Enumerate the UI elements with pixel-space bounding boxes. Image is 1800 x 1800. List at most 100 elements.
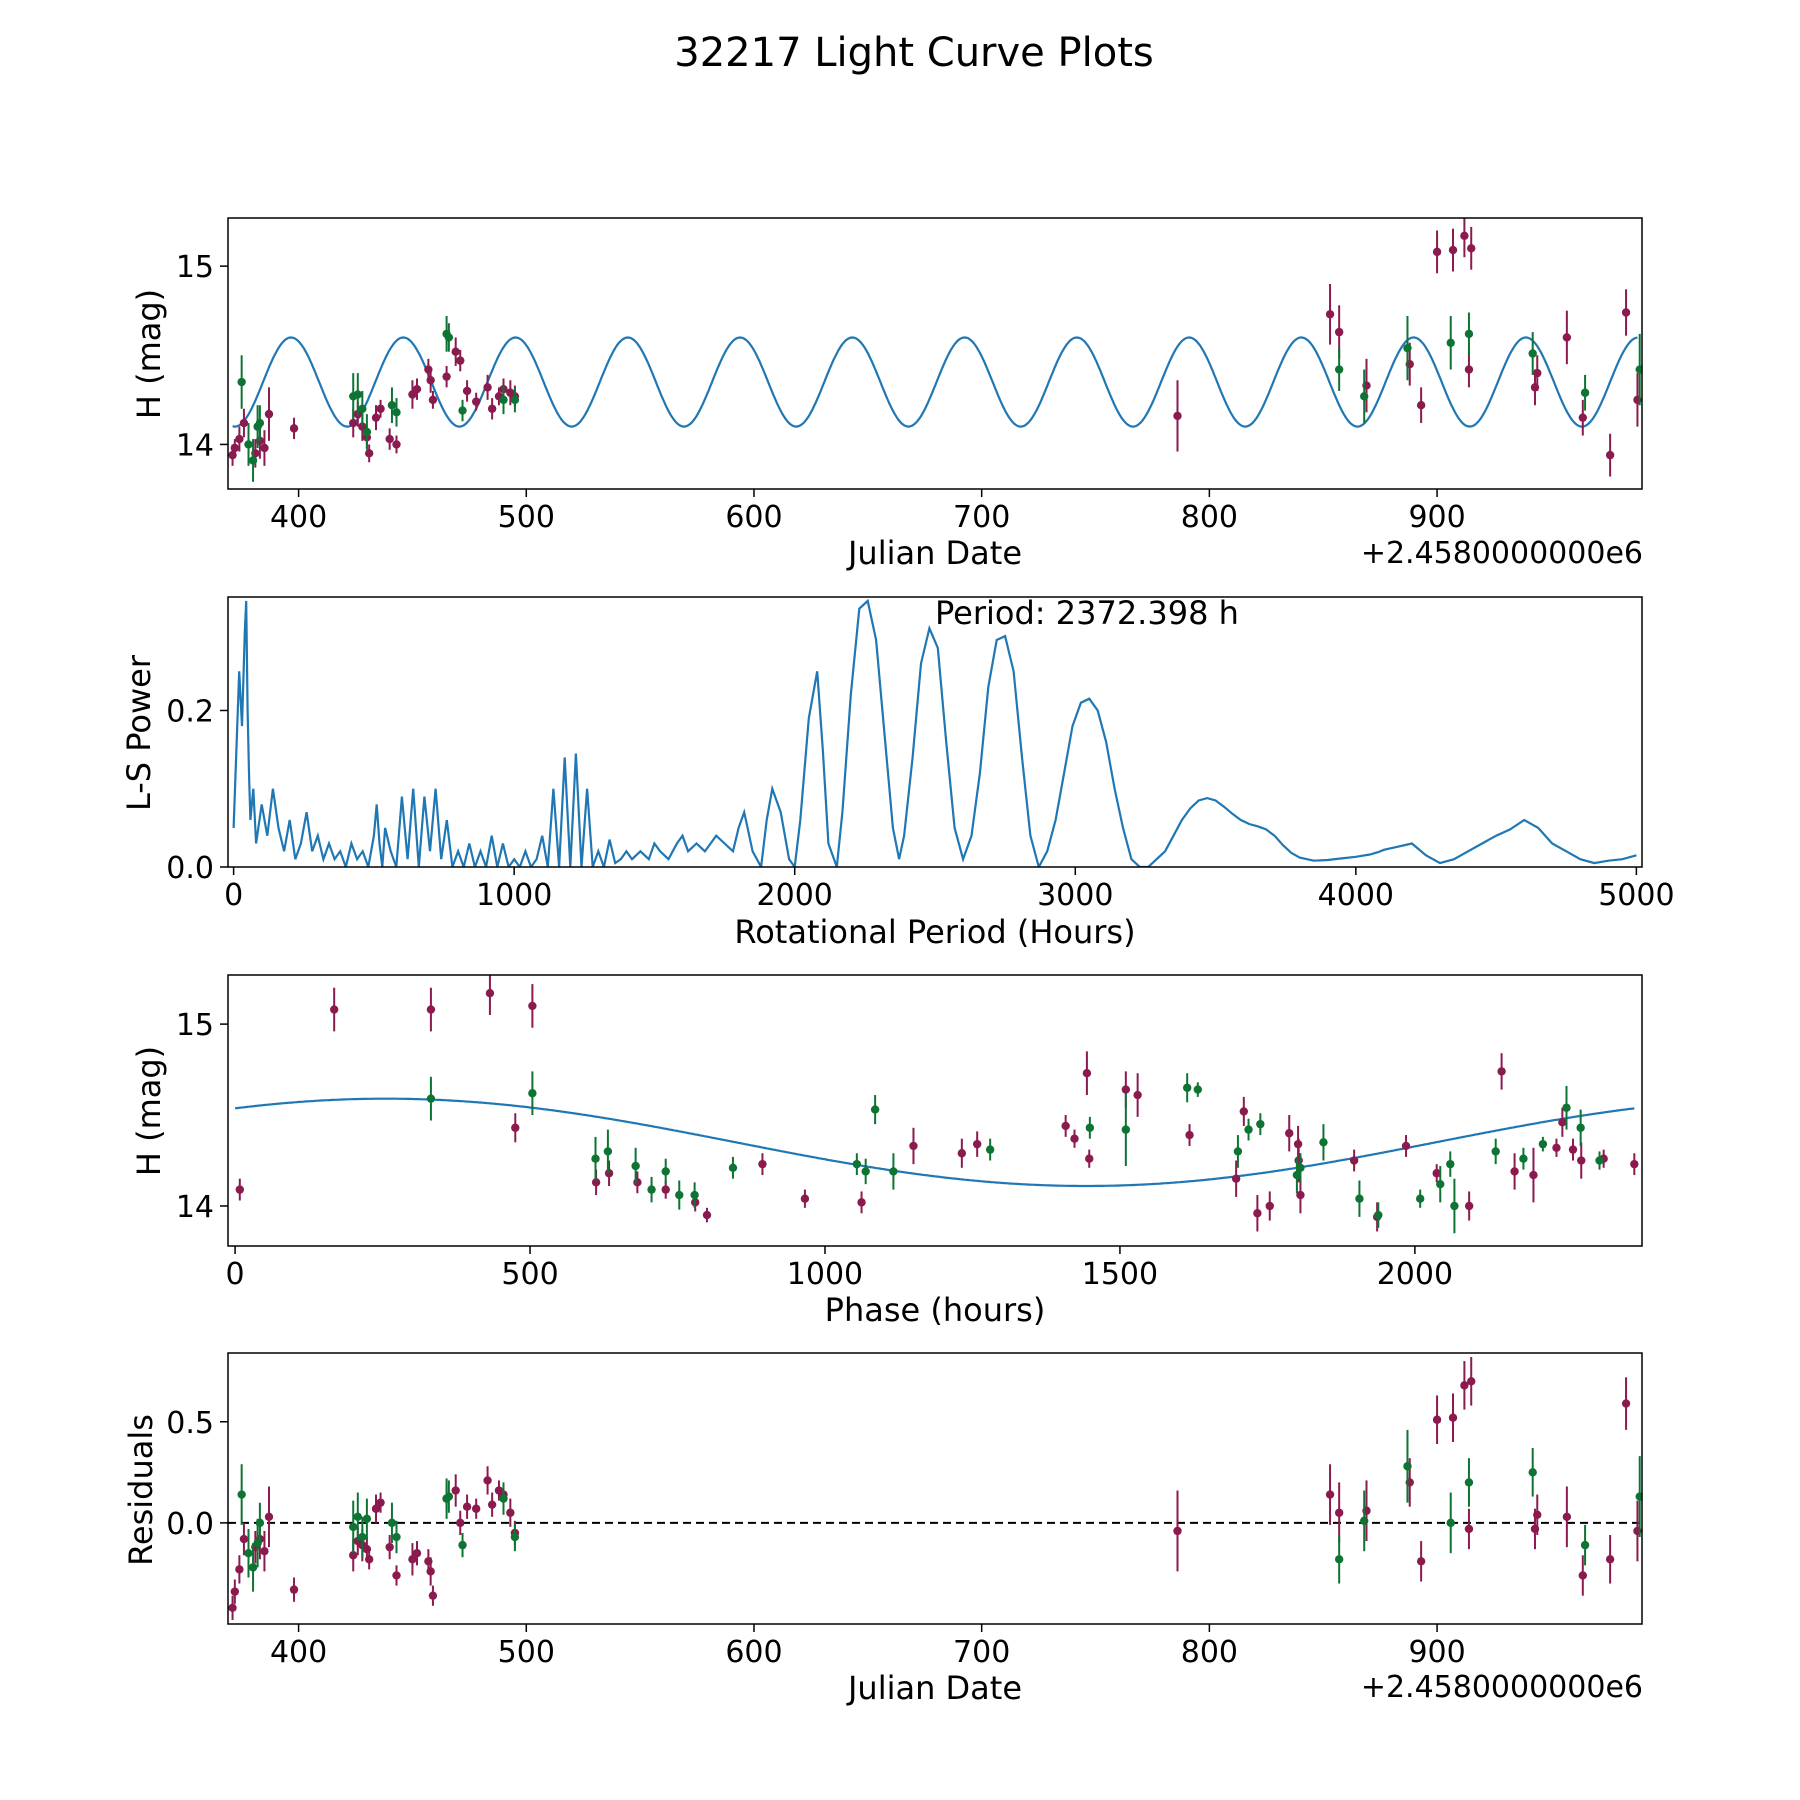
resid-data-point bbox=[506, 1508, 515, 1517]
phase-data-point bbox=[426, 1005, 436, 1014]
resid-data-point bbox=[1635, 1492, 1642, 1501]
lc-data-point bbox=[358, 404, 367, 413]
lc-data-point bbox=[456, 356, 465, 365]
phase-data-point bbox=[1296, 1190, 1305, 1200]
lc-data-point bbox=[442, 372, 451, 381]
phase-data-point bbox=[1349, 1156, 1359, 1165]
phase-data-point bbox=[1296, 1163, 1305, 1172]
resid-data-point bbox=[1533, 1510, 1542, 1519]
lc-x-tick-label: 900 bbox=[1408, 500, 1465, 535]
phase-y-tick-label: 14 bbox=[176, 1190, 214, 1225]
lc-data-point bbox=[471, 397, 481, 406]
resid-y-tick-label: 0.0 bbox=[166, 1507, 214, 1542]
phase-data-point bbox=[690, 1190, 699, 1200]
ls-x-tick-label: 3000 bbox=[1037, 878, 1113, 913]
lc-data-point bbox=[349, 418, 358, 428]
lc-data-point bbox=[385, 434, 394, 444]
lc-data-point bbox=[353, 390, 362, 399]
phase-data-point bbox=[1085, 1123, 1095, 1132]
light-curve-x-offset-label: +2.4580000000e6 bbox=[1361, 536, 1643, 571]
light-curve-x-axis-label: Julian Date bbox=[846, 534, 1022, 572]
lc-data-point bbox=[487, 404, 497, 413]
phase-data-point bbox=[426, 1094, 436, 1103]
ls-axes-frame bbox=[227, 596, 1643, 868]
ls-content bbox=[232, 598, 1637, 867]
lc-data-point bbox=[483, 383, 492, 392]
resid-data-point bbox=[1460, 1381, 1469, 1390]
phase-data-point bbox=[1552, 1143, 1561, 1152]
lc-x-tick-label: 600 bbox=[725, 500, 782, 535]
resid-data-point bbox=[244, 1549, 253, 1558]
phase-data-point bbox=[1121, 1085, 1131, 1094]
lc-content bbox=[228, 218, 1642, 482]
lc-data-point bbox=[1334, 327, 1344, 337]
lc-data-point bbox=[387, 401, 397, 410]
resid-data-point bbox=[458, 1540, 467, 1550]
lc-data-point bbox=[1432, 247, 1442, 257]
resid-data-point bbox=[387, 1518, 397, 1528]
lc-data-point bbox=[1460, 231, 1469, 241]
ls-x-tick-label: 1000 bbox=[476, 878, 552, 913]
resid-data-point bbox=[376, 1498, 385, 1507]
resid-content bbox=[228, 1357, 1642, 1620]
phase-data-point bbox=[511, 1123, 520, 1132]
resid-data-point bbox=[385, 1542, 394, 1552]
resid-data-point bbox=[483, 1476, 492, 1485]
lc-data-point bbox=[244, 440, 253, 449]
lc-data-point bbox=[451, 347, 460, 356]
lc-data-point bbox=[1448, 245, 1458, 255]
resid-data-point bbox=[487, 1500, 497, 1509]
resid-data-point bbox=[349, 1522, 358, 1532]
phase-data-point bbox=[1577, 1156, 1586, 1165]
phase-data-point bbox=[1355, 1194, 1364, 1203]
ls-y-tick-label: 0.0 bbox=[166, 851, 214, 886]
phase-data-point bbox=[1133, 1090, 1142, 1100]
phase-data-point bbox=[1446, 1159, 1455, 1169]
phase-data-point bbox=[1253, 1209, 1262, 1218]
resid-data-point bbox=[1334, 1508, 1344, 1517]
resid-data-point bbox=[289, 1585, 299, 1594]
phase-data-point bbox=[329, 1005, 339, 1014]
phase-fold-plot-area: 0 500 1000 1500 2000 14 15 bbox=[176, 974, 1643, 1292]
lc-data-point bbox=[1621, 308, 1631, 317]
phase-data-point bbox=[1529, 1170, 1538, 1180]
phase-data-point bbox=[985, 1145, 995, 1154]
resid-data-point bbox=[456, 1518, 465, 1528]
lc-data-point bbox=[260, 443, 269, 453]
phase-data-point bbox=[1491, 1147, 1500, 1156]
phase-data-point bbox=[661, 1185, 670, 1194]
phase-data-point bbox=[631, 1161, 640, 1171]
resid-data-point bbox=[1432, 1415, 1442, 1424]
resid-x-tick-label: 900 bbox=[1408, 1635, 1465, 1670]
ls-x-tick-label: 4000 bbox=[1318, 878, 1394, 913]
resid-x-tick-label: 400 bbox=[270, 1635, 327, 1670]
phase-data-point bbox=[1510, 1167, 1519, 1176]
resid-data-point bbox=[371, 1504, 381, 1513]
phase-data-point bbox=[1630, 1159, 1639, 1169]
phase-data-point bbox=[1292, 1170, 1302, 1180]
phase-data-point bbox=[485, 988, 495, 998]
ls-y-tick-label: 0.2 bbox=[166, 694, 214, 729]
phase-data-point bbox=[852, 1159, 862, 1169]
resid-data-point bbox=[471, 1504, 481, 1513]
lc-data-point bbox=[1173, 411, 1182, 421]
lc-data-point bbox=[255, 418, 265, 428]
residuals-panel: 400 500 600 700 800 900 0.0 0.5 Julian Date Res… bbox=[122, 1352, 1643, 1707]
lc-x-tick-label: 800 bbox=[1181, 500, 1238, 535]
lc-data-point bbox=[248, 456, 258, 465]
phase-fold-x-axis-label: Phase (hours) bbox=[825, 1291, 1046, 1329]
phase-data-point bbox=[1436, 1179, 1445, 1189]
phase-data-point bbox=[1432, 1169, 1441, 1178]
resid-data-point bbox=[408, 1555, 417, 1564]
resid-x-tick-label: 500 bbox=[498, 1635, 555, 1670]
phase-data-point bbox=[591, 1178, 601, 1187]
phase-x-tick-label: 1000 bbox=[787, 1257, 863, 1292]
phase-data-point bbox=[528, 1001, 537, 1011]
lc-data-point bbox=[1416, 401, 1426, 410]
lc-data-point bbox=[1446, 338, 1455, 348]
ls-x-tick-label: 0 bbox=[224, 878, 243, 913]
resid-data-point bbox=[260, 1546, 269, 1556]
phase-data-point bbox=[1595, 1156, 1604, 1165]
resid-data-point bbox=[1334, 1555, 1344, 1564]
resid-data-point bbox=[228, 1603, 237, 1613]
